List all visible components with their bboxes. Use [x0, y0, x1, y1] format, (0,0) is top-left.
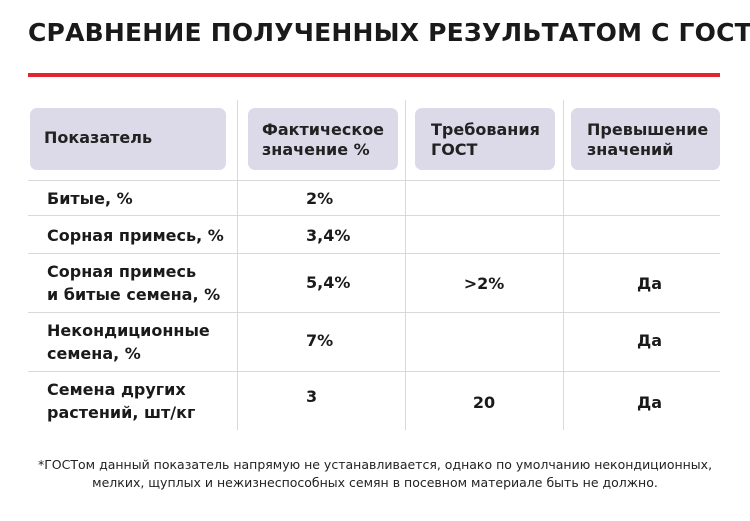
column-divider: [563, 100, 564, 430]
header-actual-line-2: значение %: [262, 140, 370, 159]
row-3-indicator-line-1: Сорная примесь: [47, 262, 197, 281]
row-5-exceed: Да: [636, 393, 663, 412]
row-divider: [28, 215, 720, 216]
column-divider: [237, 100, 238, 430]
row-1-indicator: Битые, %: [47, 189, 133, 208]
row-3-actual: 5,4%: [306, 273, 351, 292]
row-3-gost: >2%: [463, 274, 505, 293]
column-divider: [405, 100, 406, 430]
row-1-actual: 2%: [306, 189, 334, 208]
row-5-actual: 3: [306, 387, 318, 406]
row-5-gost: 20: [472, 393, 496, 412]
header-indicator-label: Показатель: [44, 128, 153, 147]
header-gost-line-2: ГОСТ: [431, 140, 478, 159]
footnote-line-2: мелких, щуплых и нежизнеспособных семян …: [92, 475, 658, 490]
row-4-actual: 7%: [306, 331, 334, 350]
title-underline: [28, 73, 720, 77]
header-gost-line-1: Требования: [431, 120, 540, 139]
row-2-actual: 3,4%: [306, 226, 351, 245]
page-title: СРАВНЕНИЕ ПОЛУЧЕННЫХ РЕЗУЛЬТАТОМ С ГОСТ:: [28, 18, 750, 47]
row-4-indicator-line-2: семена, %: [47, 344, 141, 363]
row-divider: [28, 312, 720, 313]
row-5-indicator-line-2: растений, шт/кг: [47, 403, 196, 422]
header-gost: Требования ГОСТ: [415, 108, 555, 170]
header-exceed-line-1: Превышение: [587, 120, 709, 139]
row-2-indicator: Сорная примесь, %: [47, 226, 224, 245]
header-actual: Фактическое значение %: [248, 108, 398, 170]
header-indicator: Показатель: [30, 108, 226, 170]
header-exceed: Превышение значений: [571, 108, 720, 170]
row-divider: [28, 253, 720, 254]
footnote-line-1: *ГОСТом данный показатель напрямую не ус…: [37, 457, 713, 472]
header-actual-line-1: Фактическое: [262, 120, 385, 139]
header-exceed-line-2: значений: [587, 140, 674, 159]
row-divider: [28, 180, 720, 181]
row-4-exceed: Да: [636, 331, 663, 350]
row-4-indicator-line-1: Некондиционные: [47, 321, 210, 340]
row-divider: [28, 371, 720, 372]
row-3-indicator-line-2: и битые семена, %: [47, 285, 221, 304]
row-3-exceed: Да: [636, 274, 663, 293]
row-5-indicator-line-1: Семена других: [47, 380, 186, 399]
footnote: *ГОСТом данный показатель напрямую не ус…: [20, 456, 730, 492]
